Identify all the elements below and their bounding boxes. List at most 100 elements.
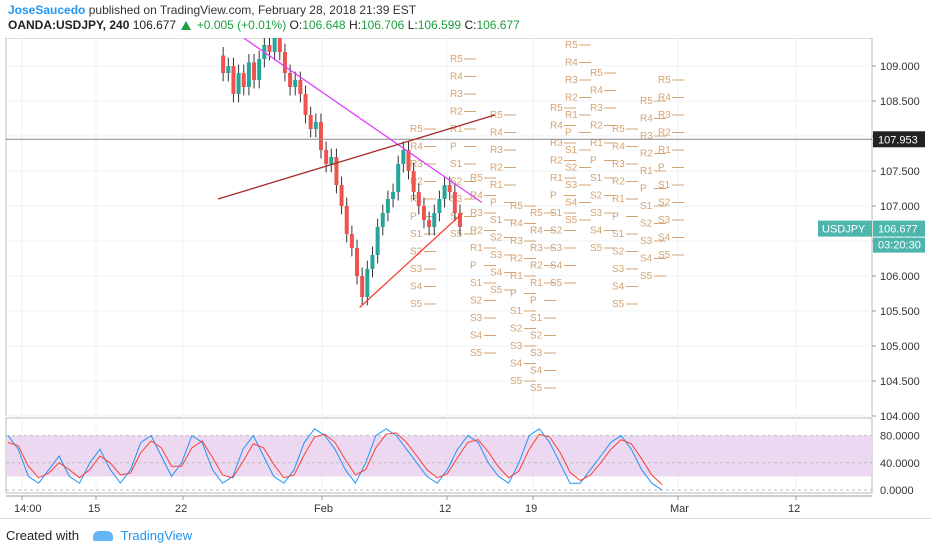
pivot-label: S4 — [450, 212, 463, 223]
open-label: O: — [289, 18, 303, 32]
pivot-label: R1 — [530, 278, 543, 289]
pivot-label: S1 — [410, 229, 423, 240]
candle-body — [334, 157, 339, 185]
pivot-label: S5 — [530, 383, 543, 394]
candle-body — [360, 276, 365, 297]
pivot-label: S3 — [612, 264, 625, 275]
candle-body — [421, 206, 426, 220]
low-label: L: — [407, 18, 418, 32]
pivot-label: S4 — [590, 226, 603, 237]
stoch-series-line — [7, 432, 663, 485]
tradingview-brand[interactable]: TradingView — [120, 528, 193, 543]
candle-body — [267, 45, 272, 52]
pivot-label: S2 — [470, 296, 483, 307]
price-tick-label: 108.500 — [880, 96, 920, 108]
candle-body — [272, 38, 277, 52]
candle-body — [452, 192, 457, 213]
price-tick-label: 104.500 — [880, 376, 920, 388]
pivot-label: R5 — [565, 40, 578, 51]
candle-body — [380, 213, 385, 227]
pivot-label: R3 — [612, 159, 625, 170]
time-tick-label: Feb — [314, 503, 333, 515]
candle-body — [303, 94, 308, 115]
pivot-label: S1 — [450, 159, 463, 170]
high-value: 106.706 — [360, 18, 405, 32]
candle-body — [411, 171, 416, 192]
candle-body — [226, 66, 231, 73]
pivot-label: R4 — [658, 93, 671, 104]
pivot-label: R1 — [612, 194, 625, 205]
time-tick-label: Mar — [670, 503, 689, 515]
pivot-label: R2 — [510, 254, 523, 265]
pivot-label: R4 — [470, 191, 483, 202]
pivot-label: R1 — [658, 145, 671, 156]
price-chart[interactable]: R5 R4 R3 R2 R1 P S1 S2 S3 S4 S5 R5 R4 R3 R2 R1 P S1 S2 S3 S4… — [0, 38, 932, 518]
pivot-label: R1 — [550, 173, 563, 184]
pivot-label: R5 — [590, 68, 603, 79]
symbol-tag-bg — [818, 220, 872, 237]
footer: Created with TradingView — [0, 518, 932, 551]
pivot-label: S2 — [410, 247, 423, 258]
pivot-label: S2 — [510, 324, 523, 335]
pivot-label: P — [565, 128, 572, 139]
trendline-falling-magenta — [243, 38, 483, 204]
pivot-label: R3 — [450, 89, 463, 100]
pivot-label: S5 — [612, 299, 625, 310]
pivot-label: R5 — [410, 124, 423, 135]
pivot-label: R1 — [410, 194, 423, 205]
candle-body — [427, 220, 432, 227]
pivot-label: S2 — [565, 163, 578, 174]
pivot-label: R2 — [565, 93, 578, 104]
candle-body — [375, 227, 380, 255]
pivot-label: R1 — [590, 138, 603, 149]
author-link[interactable]: JoseSaucedo — [8, 3, 86, 17]
close-label: C: — [464, 18, 477, 32]
candle-body — [257, 59, 262, 80]
last-price: 106.677 — [132, 18, 177, 32]
chart-header: JoseSaucedo published on TradingView.com… — [0, 0, 932, 38]
candle-body — [385, 199, 390, 213]
candle-body — [432, 213, 437, 227]
pivot-label: S1 — [640, 201, 653, 212]
high-label: H: — [348, 18, 361, 32]
symbol-tag-text: USDJPY — [822, 224, 866, 236]
pivot-label: P — [470, 261, 477, 272]
pivot-label: S2 — [550, 226, 563, 237]
pivot-label: S1 — [490, 215, 503, 226]
candle-body — [221, 55, 226, 73]
time-tick-label: 12 — [788, 503, 800, 515]
pivot-label: R4 — [612, 142, 625, 153]
pivot-label: R5 — [450, 54, 463, 65]
pivot-label: R3 — [658, 110, 671, 121]
pivot-label: S4 — [490, 268, 503, 279]
pivot-label: R4 — [590, 86, 603, 97]
pivot-label: S5 — [490, 285, 503, 296]
pivot-label: R5 — [470, 173, 483, 184]
pivot-label: P — [640, 184, 647, 195]
pivot-label: S5 — [550, 278, 563, 289]
candle-body — [406, 150, 411, 171]
pivot-label: R1 — [490, 180, 503, 191]
candle-body — [246, 62, 251, 87]
candle-body — [308, 115, 313, 129]
candle-body — [329, 157, 334, 164]
pivot-label: S1 — [612, 229, 625, 240]
pivot-label: R2 — [490, 163, 503, 174]
pivot-label: S2 — [590, 191, 603, 202]
candle-body — [365, 269, 370, 297]
symbol-label: OANDA:USDJPY, 240 — [8, 18, 130, 32]
pivot-label: R2 — [550, 156, 563, 167]
pivot-label: S5 — [450, 229, 463, 240]
pivot-label: S4 — [470, 331, 483, 342]
pivot-label: R4 — [530, 226, 543, 237]
price-tick-label: 106.000 — [880, 271, 920, 283]
pivot-label: R5 — [640, 96, 653, 107]
pivot-label: S4 — [530, 366, 543, 377]
stoch-tick-label: 40.0000 — [880, 458, 920, 470]
pivot-label: S5 — [510, 376, 523, 387]
pivot-label: S5 — [470, 348, 483, 359]
price-tick-label: 107.000 — [880, 201, 920, 213]
candle-body — [324, 150, 329, 164]
level-tag-text: 107.953 — [878, 134, 918, 146]
pivot-label: S5 — [410, 299, 423, 310]
